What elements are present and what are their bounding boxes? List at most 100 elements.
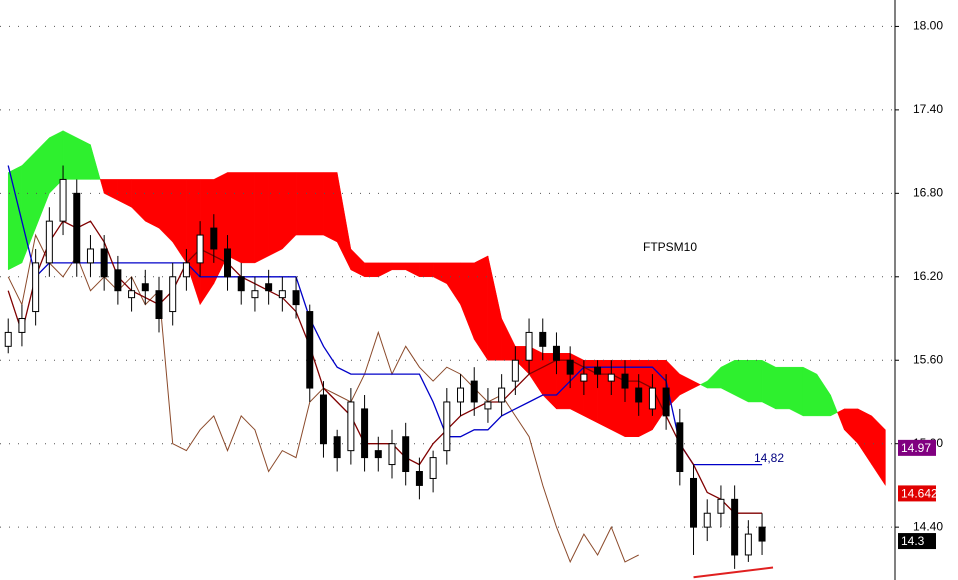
candle-body xyxy=(155,290,163,320)
candle-body xyxy=(169,276,177,313)
candle-body xyxy=(703,512,711,528)
cloud-segment xyxy=(761,359,777,410)
cloud xyxy=(7,130,886,487)
candle-body xyxy=(182,262,190,278)
cloud-segment xyxy=(145,179,160,229)
cloud-segment xyxy=(240,172,256,264)
candles xyxy=(4,165,774,579)
candle-body xyxy=(580,373,588,382)
candle-body xyxy=(59,178,67,222)
candle-body xyxy=(196,234,204,264)
candle-body xyxy=(662,387,670,417)
cloud-segment xyxy=(734,359,749,403)
y-tick-label: 17.40 xyxy=(913,102,943,116)
cloud-segment xyxy=(254,172,269,264)
price-tag xyxy=(898,485,936,502)
candle-body xyxy=(73,192,81,264)
candle-body xyxy=(758,526,766,542)
candle-body xyxy=(100,248,108,278)
candle-body xyxy=(635,387,643,403)
cloud-segment xyxy=(323,172,338,243)
candle-body xyxy=(443,401,451,452)
candle-body xyxy=(498,387,506,403)
cloud-segment xyxy=(76,137,91,180)
candle-body xyxy=(415,471,423,486)
cloud-segment xyxy=(90,144,101,180)
cloud-segment xyxy=(611,359,626,438)
candle-body xyxy=(361,408,369,459)
candle-body xyxy=(744,533,752,556)
candle-body xyxy=(237,276,245,292)
cloud-segment xyxy=(364,262,379,278)
cloud-segment xyxy=(7,165,23,271)
candle-body xyxy=(128,290,136,299)
candle-body xyxy=(251,290,259,299)
candle-body xyxy=(607,373,615,382)
y-axis: 18.0017.4016.8016.2015.6015.0014.4014.97… xyxy=(894,0,945,580)
trend-line xyxy=(693,566,774,579)
candle-body xyxy=(319,394,327,445)
cloud-segment xyxy=(309,172,324,236)
cloud-segment xyxy=(391,262,406,271)
candle-body xyxy=(4,331,12,347)
price-tag-label: 14.97 xyxy=(901,441,931,455)
cloud-segment xyxy=(871,415,886,487)
candle-body xyxy=(731,498,739,556)
candle-body xyxy=(511,359,519,382)
y-tick-label: 16.80 xyxy=(913,186,943,200)
y-tick-label: 14.40 xyxy=(913,519,943,533)
candle-body xyxy=(484,401,492,410)
cloud-segment xyxy=(775,366,790,410)
candle-body xyxy=(594,366,602,375)
candle-body xyxy=(210,227,218,250)
candle-body xyxy=(539,331,547,347)
candle-body xyxy=(86,248,94,264)
candle-body xyxy=(470,380,478,403)
candle-body xyxy=(525,331,533,361)
candle-body xyxy=(333,436,341,459)
candle-body xyxy=(566,359,574,375)
candle-body xyxy=(374,450,382,459)
cloud-segment xyxy=(419,262,434,278)
candle-body xyxy=(347,401,355,452)
price-tag xyxy=(898,439,936,456)
candle-body xyxy=(292,290,300,306)
candle-body xyxy=(32,262,40,313)
cloud-segment xyxy=(62,130,78,180)
candle-body xyxy=(648,387,656,410)
cloud-segment xyxy=(802,366,818,417)
price-tag xyxy=(898,533,936,550)
candle-body xyxy=(224,248,232,278)
cloud-segment xyxy=(295,172,311,236)
y-tick-label: 15.60 xyxy=(913,352,943,366)
price-tag-label: 14.3 xyxy=(901,534,925,548)
candle-body xyxy=(18,318,26,333)
candle-body xyxy=(388,443,396,466)
indicator-line xyxy=(7,165,763,466)
price-tag-label: 14.6425 xyxy=(901,487,945,501)
candle-body xyxy=(690,477,698,528)
candle-body xyxy=(717,498,725,514)
candle-body xyxy=(621,373,629,389)
candle-body xyxy=(552,345,560,361)
candle-body xyxy=(429,457,437,479)
cloud-segment xyxy=(748,359,763,403)
candle-body xyxy=(141,283,149,292)
cloud-segment xyxy=(282,172,297,250)
annotation: 14,82 xyxy=(754,451,784,465)
cloud-segment xyxy=(268,172,283,257)
candle-body xyxy=(114,269,122,292)
candle-body xyxy=(457,387,465,403)
candle-body xyxy=(265,283,273,292)
cloud-segment xyxy=(693,380,701,389)
candle-body xyxy=(402,436,410,473)
chart-title: FTPSM10 xyxy=(643,240,697,254)
candle-body xyxy=(676,422,684,473)
y-tick-label: 16.20 xyxy=(913,269,943,283)
candle-body xyxy=(306,311,314,389)
y-tick-label: 18.00 xyxy=(913,19,943,33)
candle-body xyxy=(45,220,53,264)
cloud-segment xyxy=(789,366,804,417)
candle-body xyxy=(278,290,286,299)
